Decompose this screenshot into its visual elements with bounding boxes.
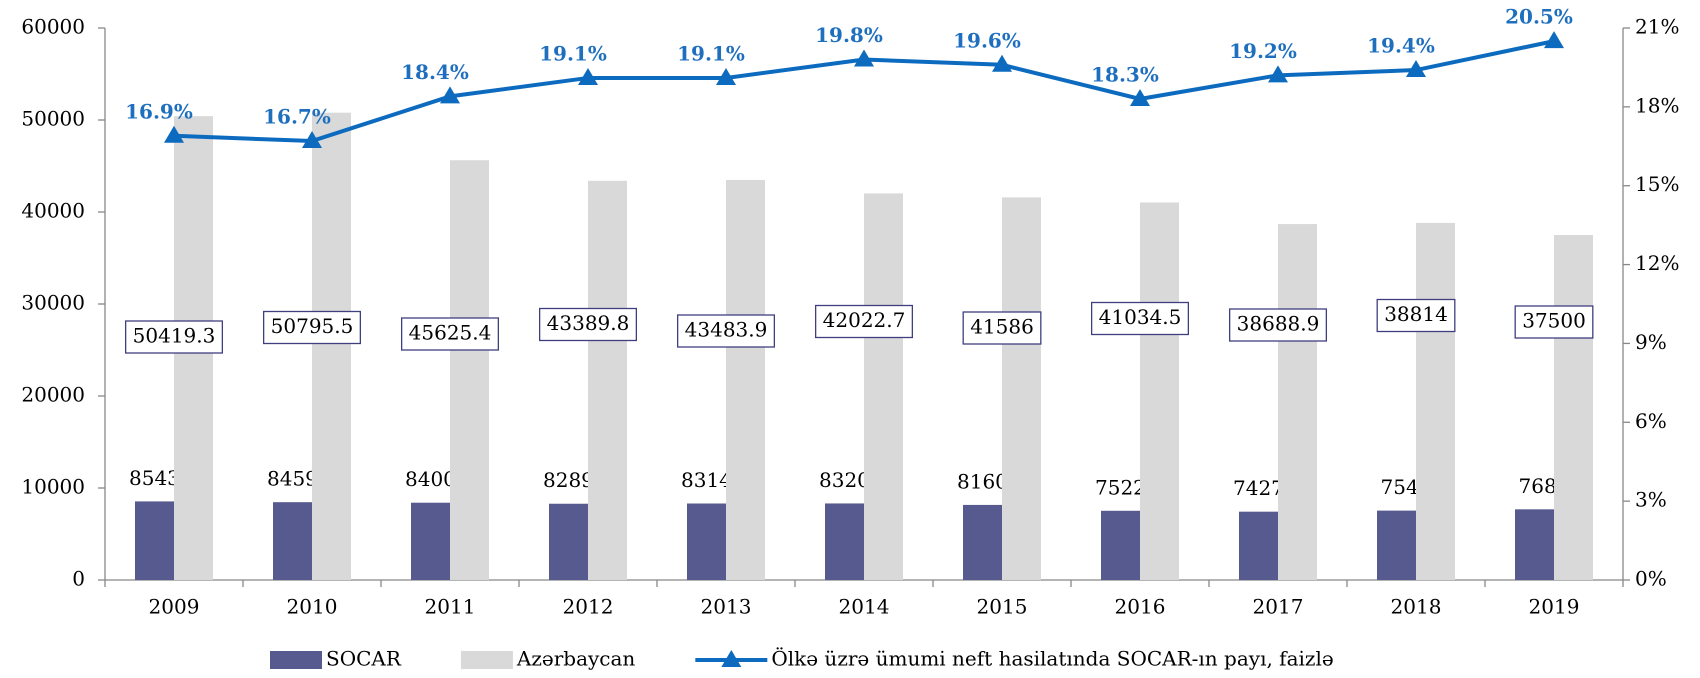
- y2-tick-label: 21%: [1635, 15, 1679, 39]
- bar: [450, 160, 489, 580]
- line-label: 19.4%: [1367, 34, 1435, 58]
- legend-swatch: [460, 651, 513, 669]
- legend-label: SOCAR: [326, 647, 402, 671]
- bar: [1140, 202, 1179, 580]
- bar: [549, 503, 588, 580]
- line-marker: [1268, 65, 1288, 83]
- legend-marker: [721, 650, 742, 667]
- bar: [1239, 511, 1278, 580]
- line-label: 18.3%: [1091, 62, 1159, 86]
- y-tick-label: 50000: [21, 107, 85, 131]
- bar: [273, 502, 312, 580]
- bar-label: 41034.5: [1099, 305, 1182, 329]
- line-label: 18.4%: [401, 60, 469, 84]
- bar-label: 43389.8: [547, 311, 630, 335]
- bar-label-box: [962, 311, 1042, 345]
- line-marker: [1544, 31, 1564, 49]
- bar: [135, 501, 174, 580]
- line-label: 19.1%: [539, 41, 607, 65]
- line-marker: [440, 86, 460, 104]
- y-tick-label: 20000: [21, 383, 85, 407]
- y2-tick-label: 12%: [1635, 251, 1679, 275]
- line-marker: [578, 67, 598, 85]
- bar-label: 38814: [1384, 302, 1448, 326]
- bar: [1377, 510, 1416, 580]
- y2-tick-label: 18%: [1635, 93, 1679, 117]
- bar: [1101, 510, 1140, 580]
- line-marker: [854, 49, 874, 67]
- bar-label-box: [814, 304, 914, 339]
- line-label: 19.2%: [1229, 39, 1297, 63]
- line-label: 20.5%: [1505, 5, 1573, 29]
- line-label: 19.1%: [677, 41, 745, 65]
- x-tick-label: 2019: [1529, 595, 1580, 619]
- bar-label-box: [262, 310, 362, 345]
- bar-label-box: [1090, 301, 1190, 336]
- x-tick-label: 2011: [425, 595, 476, 619]
- bar: [1002, 197, 1041, 580]
- y-tick-label: 0: [72, 567, 85, 591]
- bar-label: 38688.9: [1237, 312, 1320, 336]
- bar: [963, 504, 1002, 580]
- bar-label: 42022.7: [823, 308, 906, 332]
- line-marker: [1130, 88, 1150, 106]
- bar-label: 43483.9: [685, 318, 768, 342]
- bar-label: 50795.5: [271, 314, 354, 338]
- x-tick-label: 2016: [1115, 595, 1166, 619]
- x-tick-label: 2015: [977, 595, 1028, 619]
- x-tick-label: 2012: [563, 595, 614, 619]
- x-tick-label: 2014: [839, 595, 890, 619]
- y-tick-label: 10000: [21, 475, 85, 499]
- line-label: 19.8%: [815, 23, 883, 47]
- bar-label-box: [1228, 308, 1328, 342]
- bar-label: 45625.4: [409, 321, 492, 345]
- line-label: 19.6%: [953, 28, 1021, 52]
- line-marker: [302, 131, 322, 149]
- line-marker: [164, 125, 184, 143]
- line-marker: [992, 54, 1012, 72]
- bar: [1416, 222, 1455, 580]
- bar: [1554, 235, 1593, 580]
- y2-tick-label: 15%: [1635, 172, 1679, 196]
- bar-label-box: [1514, 305, 1594, 339]
- bar-label-box: [676, 314, 776, 348]
- y-tick-label: 40000: [21, 199, 85, 223]
- x-tick-label: 2018: [1391, 595, 1442, 619]
- bar-label: 50419.3: [133, 324, 216, 348]
- legend-label: Ölkə üzrə ümumi neft hasilatında SOCAR-ı…: [771, 646, 1333, 671]
- y2-tick-label: 6%: [1635, 409, 1667, 433]
- y-tick-label: 30000: [21, 291, 85, 315]
- x-tick-label: 2009: [149, 595, 200, 619]
- bar: [726, 179, 765, 580]
- bar: [1515, 509, 1554, 580]
- bar: [687, 503, 726, 580]
- bar-label-box: [124, 320, 224, 354]
- line-marker: [716, 67, 736, 85]
- y2-tick-label: 0%: [1635, 567, 1667, 591]
- bar: [825, 503, 864, 580]
- line-label: 16.9%: [125, 99, 193, 123]
- y2-tick-label: 9%: [1635, 330, 1667, 354]
- x-tick-label: 2013: [701, 595, 752, 619]
- bar: [411, 502, 450, 580]
- bar: [864, 193, 903, 580]
- line-label: 16.7%: [263, 105, 331, 129]
- bar: [312, 112, 351, 580]
- bar: [588, 180, 627, 580]
- legend-swatch: [270, 651, 322, 669]
- bar-label-box: [538, 307, 638, 342]
- bar-label: 41586: [970, 315, 1034, 339]
- bar-label: 37500: [1522, 309, 1586, 333]
- x-tick-label: 2010: [287, 595, 338, 619]
- legend-label: Azərbaycan: [516, 647, 636, 671]
- line-marker: [1406, 60, 1426, 78]
- bar: [1278, 224, 1317, 580]
- x-tick-label: 2017: [1253, 595, 1304, 619]
- bar-label-box: [400, 317, 500, 351]
- bar-label-box: [1376, 298, 1456, 333]
- y2-tick-label: 3%: [1635, 488, 1667, 512]
- y-tick-label: 60000: [21, 15, 85, 39]
